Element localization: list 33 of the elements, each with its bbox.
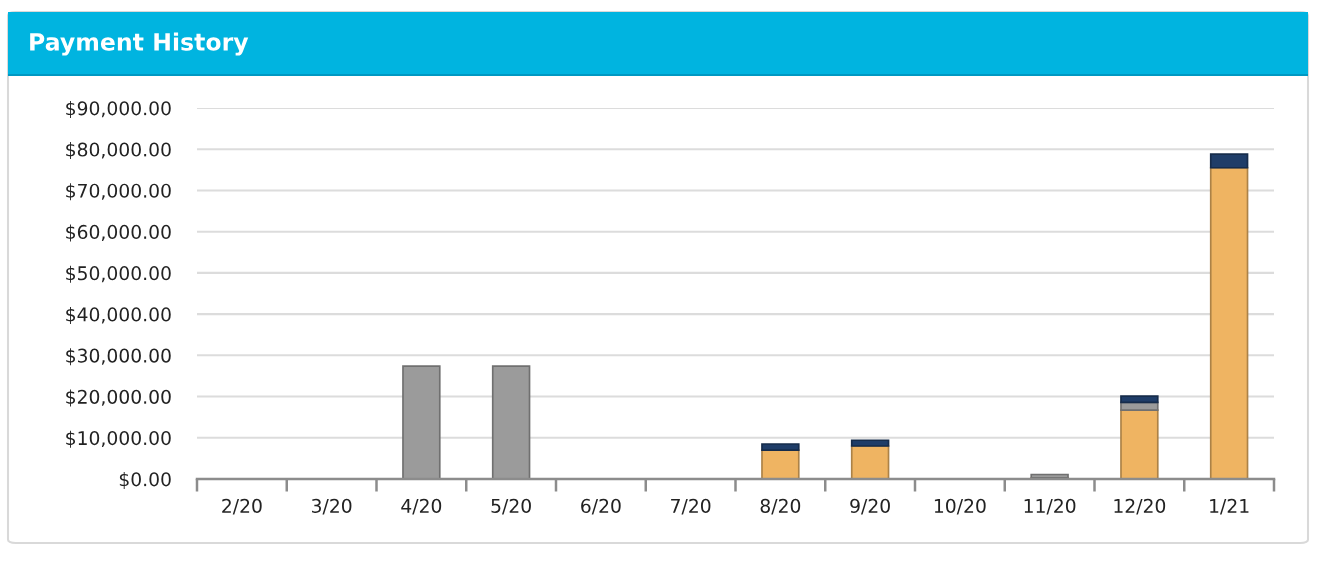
bar [491, 365, 531, 479]
bar [1120, 409, 1159, 479]
x-tick-label: 5/20 [491, 498, 531, 515]
y-tick-label: $90,000.00 [66, 100, 171, 118]
x-tick-label: 9/20 [850, 498, 890, 515]
x-tick-label: 12/20 [1114, 498, 1166, 515]
bar [761, 443, 800, 451]
y-tick-label: $60,000.00 [66, 224, 171, 242]
x-tick-label: 3/20 [312, 498, 352, 515]
bar [850, 445, 890, 479]
bar [402, 365, 441, 479]
x-tick-label: 7/20 [671, 498, 711, 515]
y-tick-label: $10,000.00 [66, 430, 171, 448]
bar [1120, 395, 1159, 404]
y-tick-label: $0.00 [119, 471, 171, 489]
x-tick-label: 2/20 [222, 498, 262, 515]
y-tick-label: $20,000.00 [66, 389, 171, 407]
x-tick-label: 1/21 [1210, 498, 1249, 515]
bar [850, 439, 890, 447]
y-tick-label: $30,000.00 [66, 348, 171, 366]
x-tick-label: 8/20 [760, 498, 801, 515]
y-tick-label: $50,000.00 [66, 265, 171, 283]
y-tick-label: $70,000.00 [66, 183, 171, 201]
x-tick-label: 6/20 [581, 498, 621, 515]
y-tick-label: $40,000.00 [66, 306, 171, 324]
chart-title: Payment History [30, 32, 249, 56]
x-tick-label: 4/20 [401, 498, 442, 515]
x-tick-label: 10/20 [934, 498, 986, 515]
bar [1209, 166, 1249, 479]
bar [1209, 153, 1249, 169]
y-tick-label: $80,000.00 [66, 142, 171, 160]
bar [761, 449, 800, 479]
x-tick-label: 11/20 [1024, 498, 1076, 515]
